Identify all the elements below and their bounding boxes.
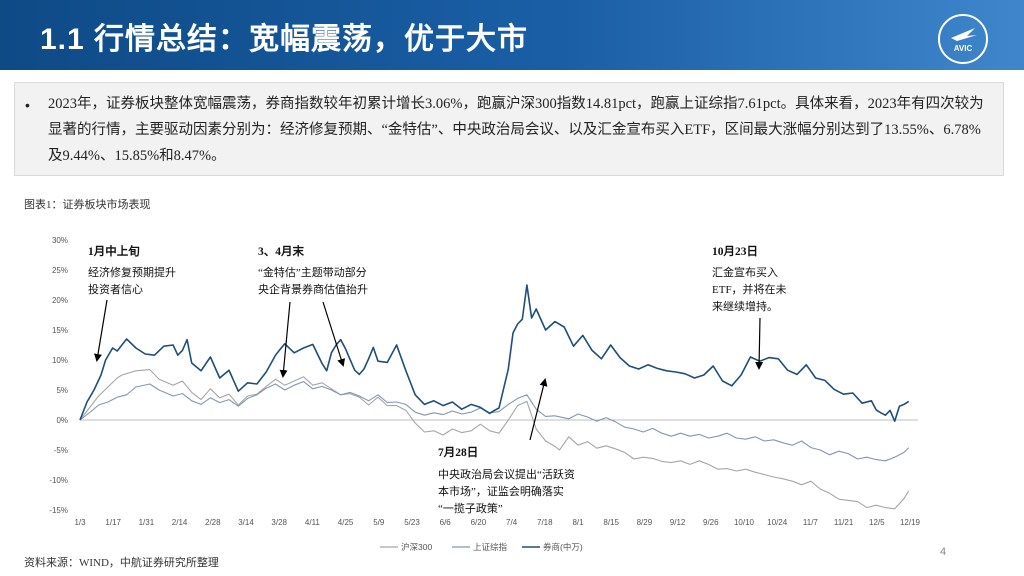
annotation-jan-line-2: 投资者信心 bbox=[88, 282, 143, 296]
x-tick-label: 1/31 bbox=[139, 518, 155, 527]
x-tick-label: 9/12 bbox=[670, 518, 686, 527]
x-tick-label: 1/3 bbox=[74, 518, 86, 527]
x-tick-label: 6/6 bbox=[440, 518, 452, 527]
x-tick-label: 10/10 bbox=[734, 518, 755, 527]
y-tick-label: 30% bbox=[52, 236, 68, 245]
annotation-jan: 1月中上旬 经济修复预期提升 投资者信心 bbox=[88, 244, 176, 296]
x-tick-label: 12/5 bbox=[869, 518, 885, 527]
avic-logo: AVIC bbox=[938, 14, 988, 64]
x-tick-label: 5/9 bbox=[373, 518, 385, 527]
legend-label-3: 券商(中万) bbox=[543, 542, 583, 552]
annotation-mar-apr-line-1: “金特估”主题带动部分 bbox=[258, 265, 367, 279]
x-tick-label: 11/21 bbox=[834, 518, 854, 527]
x-axis-ticks: 1/3 1/17 1/31 2/14 2/28 3/14 3/28 4/11 4/25 5/9 5/… bbox=[74, 518, 920, 527]
figure-title: 图表1：证券板块市场表现 bbox=[24, 199, 151, 211]
series-line-1 bbox=[79, 369, 910, 510]
annotation-jul-title: 7月28日 bbox=[438, 446, 478, 459]
annotation-jan-line-1: 经济修复预期提升 bbox=[88, 265, 176, 279]
y-tick-label: 20% bbox=[52, 296, 68, 305]
annotation-arrow-5 bbox=[529, 378, 548, 441]
x-tick-label: 11/7 bbox=[803, 518, 819, 527]
series-line-3 bbox=[79, 284, 910, 422]
annotation-oct-line-2: ETF，并将在未 bbox=[712, 282, 787, 296]
annotation-jul-line-3: “一揽子政策” bbox=[438, 501, 503, 515]
annotation-oct-line-3: 来继续增持。 bbox=[712, 299, 778, 313]
annotation-arrow-3 bbox=[322, 301, 345, 367]
annotation-mar-apr: 3、4月末 “金特估”主题带动部分 央企背景券商估值抬升 bbox=[258, 244, 368, 296]
x-tick-label: 12/19 bbox=[900, 518, 921, 527]
annotation-jan-title: 1月中上旬 bbox=[88, 244, 140, 258]
x-tick-label: 9/26 bbox=[703, 518, 719, 527]
annotation-mar-apr-title: 3、4月末 bbox=[258, 244, 304, 258]
x-tick-label: 2/14 bbox=[172, 518, 188, 527]
page-number: 4 bbox=[940, 546, 947, 558]
annotation-jul: 7月28日 中央政治局会议提出“活跃资 本市场”，证监会明确落实 “一揽子政策” bbox=[438, 446, 575, 515]
x-tick-label: 8/1 bbox=[572, 518, 584, 527]
x-tick-label: 5/23 bbox=[404, 518, 420, 527]
x-tick-label: 3/14 bbox=[238, 518, 254, 527]
annotation-jul-line-2: 本市场”，证监会明确落实 bbox=[438, 484, 564, 498]
x-tick-label: 7/4 bbox=[506, 518, 518, 527]
y-tick-label: -5% bbox=[54, 446, 68, 455]
series-lines bbox=[79, 284, 910, 510]
bullet-point: • bbox=[25, 97, 30, 113]
annotation-arrow-1 bbox=[94, 299, 108, 362]
annotation-jul-line-1: 中央政治局会议提出“活跃资 bbox=[438, 467, 575, 481]
logo-text: AVIC bbox=[953, 44, 973, 53]
x-tick-label: 8/15 bbox=[603, 518, 619, 527]
annotation-oct: 10月23日 汇金宣布买入 ETF，并将在未 来继续增持。 bbox=[712, 245, 787, 313]
x-tick-label: 4/25 bbox=[338, 518, 354, 527]
y-tick-label: 15% bbox=[52, 326, 68, 335]
x-tick-label: 4/11 bbox=[305, 518, 321, 527]
legend-label-1: 沪深300 bbox=[401, 542, 432, 552]
source-note: 资料来源：WIND，中航证券研究所整理 bbox=[24, 557, 219, 569]
legend-label-2: 上证综指 bbox=[473, 542, 508, 552]
summary-text: 2023年，证券板块整体宽幅震荡，券商指数较年初累计增长3.06%，跑赢沪深30… bbox=[48, 96, 984, 164]
y-tick-label: -10% bbox=[49, 476, 68, 485]
y-tick-label: 10% bbox=[52, 356, 68, 365]
y-tick-label: 5% bbox=[56, 386, 68, 395]
annotation-arrow-2 bbox=[279, 301, 291, 378]
wing-icon bbox=[951, 28, 977, 41]
x-tick-label: 6/20 bbox=[471, 518, 487, 527]
chart-legend: 沪深300 上证综指 券商(中万) bbox=[380, 542, 583, 552]
annotation-oct-line-1: 汇金宣布买入 bbox=[712, 265, 778, 279]
x-tick-label: 7/18 bbox=[537, 518, 553, 527]
annotation-arrow-4 bbox=[755, 317, 764, 370]
annotation-oct-title: 10月23日 bbox=[712, 245, 758, 258]
x-tick-label: 1/17 bbox=[105, 518, 121, 527]
x-tick-label: 2/28 bbox=[205, 518, 221, 527]
y-tick-label: 0% bbox=[56, 416, 68, 425]
summary-box: • 2023年，证券板块整体宽幅震荡，券商指数较年初累计增长3.06%，跑赢沪深… bbox=[14, 82, 1004, 176]
y-tick-label: -15% bbox=[49, 506, 68, 515]
annotation-arrows bbox=[94, 299, 764, 441]
page-title: 1.1 行情总结：宽幅震荡，优于大市 bbox=[40, 23, 529, 56]
securities-performance-chart: 30%25%20%15%10%5%0%-5%-10%-15% 1/3 1/17 1/… bbox=[49, 236, 920, 552]
header-bar: 1.1 行情总结：宽幅震荡，优于大市 AVIC bbox=[0, 0, 1024, 70]
y-axis-ticks: 30% 25% 20% 15% 10% 5% 0% -5% -10% -15% bbox=[49, 236, 68, 515]
annotation-mar-apr-line-2: 央企背景券商估值抬升 bbox=[258, 282, 368, 296]
x-tick-label: 10/24 bbox=[767, 518, 788, 527]
y-tick-label: 25% bbox=[52, 266, 68, 275]
x-tick-label: 3/28 bbox=[271, 518, 287, 527]
x-tick-label: 8/29 bbox=[637, 518, 653, 527]
series-line-2 bbox=[79, 381, 910, 462]
